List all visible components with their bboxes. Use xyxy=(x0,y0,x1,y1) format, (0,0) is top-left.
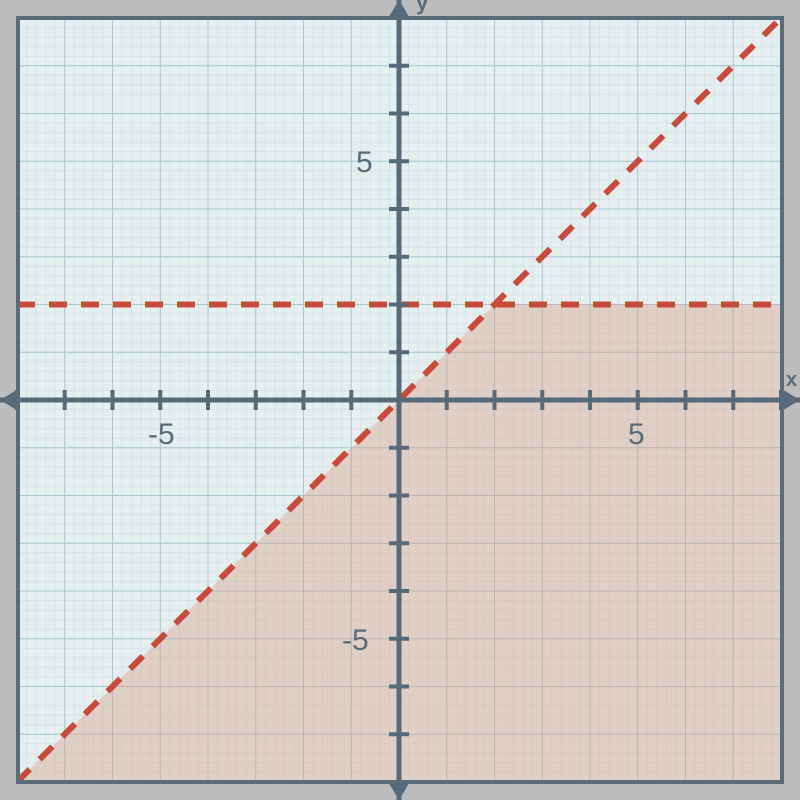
y-tick-label-neg: -5 xyxy=(342,624,369,657)
chart-frame: y x 5 -5 5 -5 xyxy=(0,0,800,800)
axis-label-x: x xyxy=(786,369,797,391)
y-tick-label-pos: 5 xyxy=(356,146,373,179)
inequality-chart: y x 5 -5 5 -5 xyxy=(0,0,800,800)
axis-label-y: y xyxy=(416,0,429,15)
x-tick-label-pos: 5 xyxy=(628,418,645,451)
x-tick-label-neg: -5 xyxy=(148,418,175,451)
